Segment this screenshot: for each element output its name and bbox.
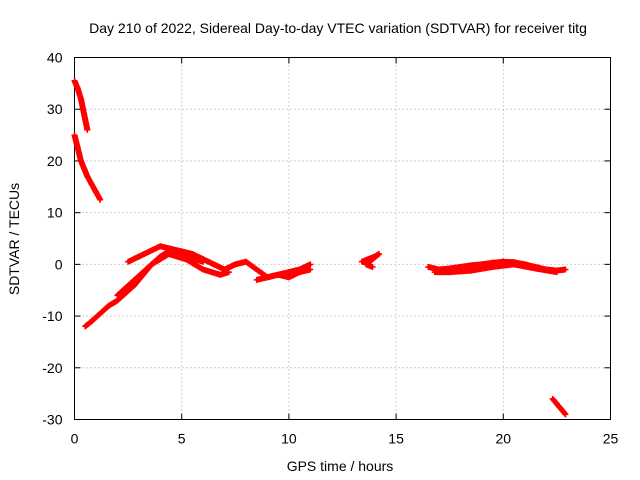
y-tick-label: -20 <box>42 360 62 376</box>
data-point <box>553 269 560 276</box>
axis-ticks <box>74 57 611 420</box>
y-tick-label: 10 <box>47 205 63 221</box>
data-point <box>562 266 569 273</box>
grid <box>74 57 611 420</box>
y-tick-label: -30 <box>42 412 62 428</box>
y-tick-label: 40 <box>47 50 63 66</box>
plot-frame <box>74 57 611 420</box>
y-tick-label: 20 <box>47 153 63 169</box>
x-tick-label: 25 <box>603 431 619 447</box>
x-tick-label: 20 <box>496 431 512 447</box>
data-point <box>562 411 569 418</box>
y-tick-label: 0 <box>55 256 63 272</box>
x-axis-label: GPS time / hours <box>287 458 394 474</box>
data-points <box>71 77 569 418</box>
data-point <box>97 196 104 203</box>
x-tick-labels: 0 5 10 15 20 25 <box>71 431 619 447</box>
y-axis-label: SDTVAR / TECUs <box>6 183 22 295</box>
data-point <box>307 266 314 273</box>
x-tick-label: 10 <box>281 431 297 447</box>
y-tick-labels: -30 -20 -10 0 10 20 30 40 <box>42 50 62 428</box>
data-point <box>307 261 314 268</box>
data-point <box>369 263 376 270</box>
chart-title: Day 210 of 2022, Sidereal Day-to-day VTE… <box>89 20 587 36</box>
x-tick-label: 0 <box>71 431 79 447</box>
x-tick-label: 15 <box>388 431 404 447</box>
x-tick-label: 5 <box>178 431 186 447</box>
y-tick-label: -10 <box>42 308 62 324</box>
y-tick-label: 30 <box>47 101 63 117</box>
data-point <box>84 126 91 133</box>
